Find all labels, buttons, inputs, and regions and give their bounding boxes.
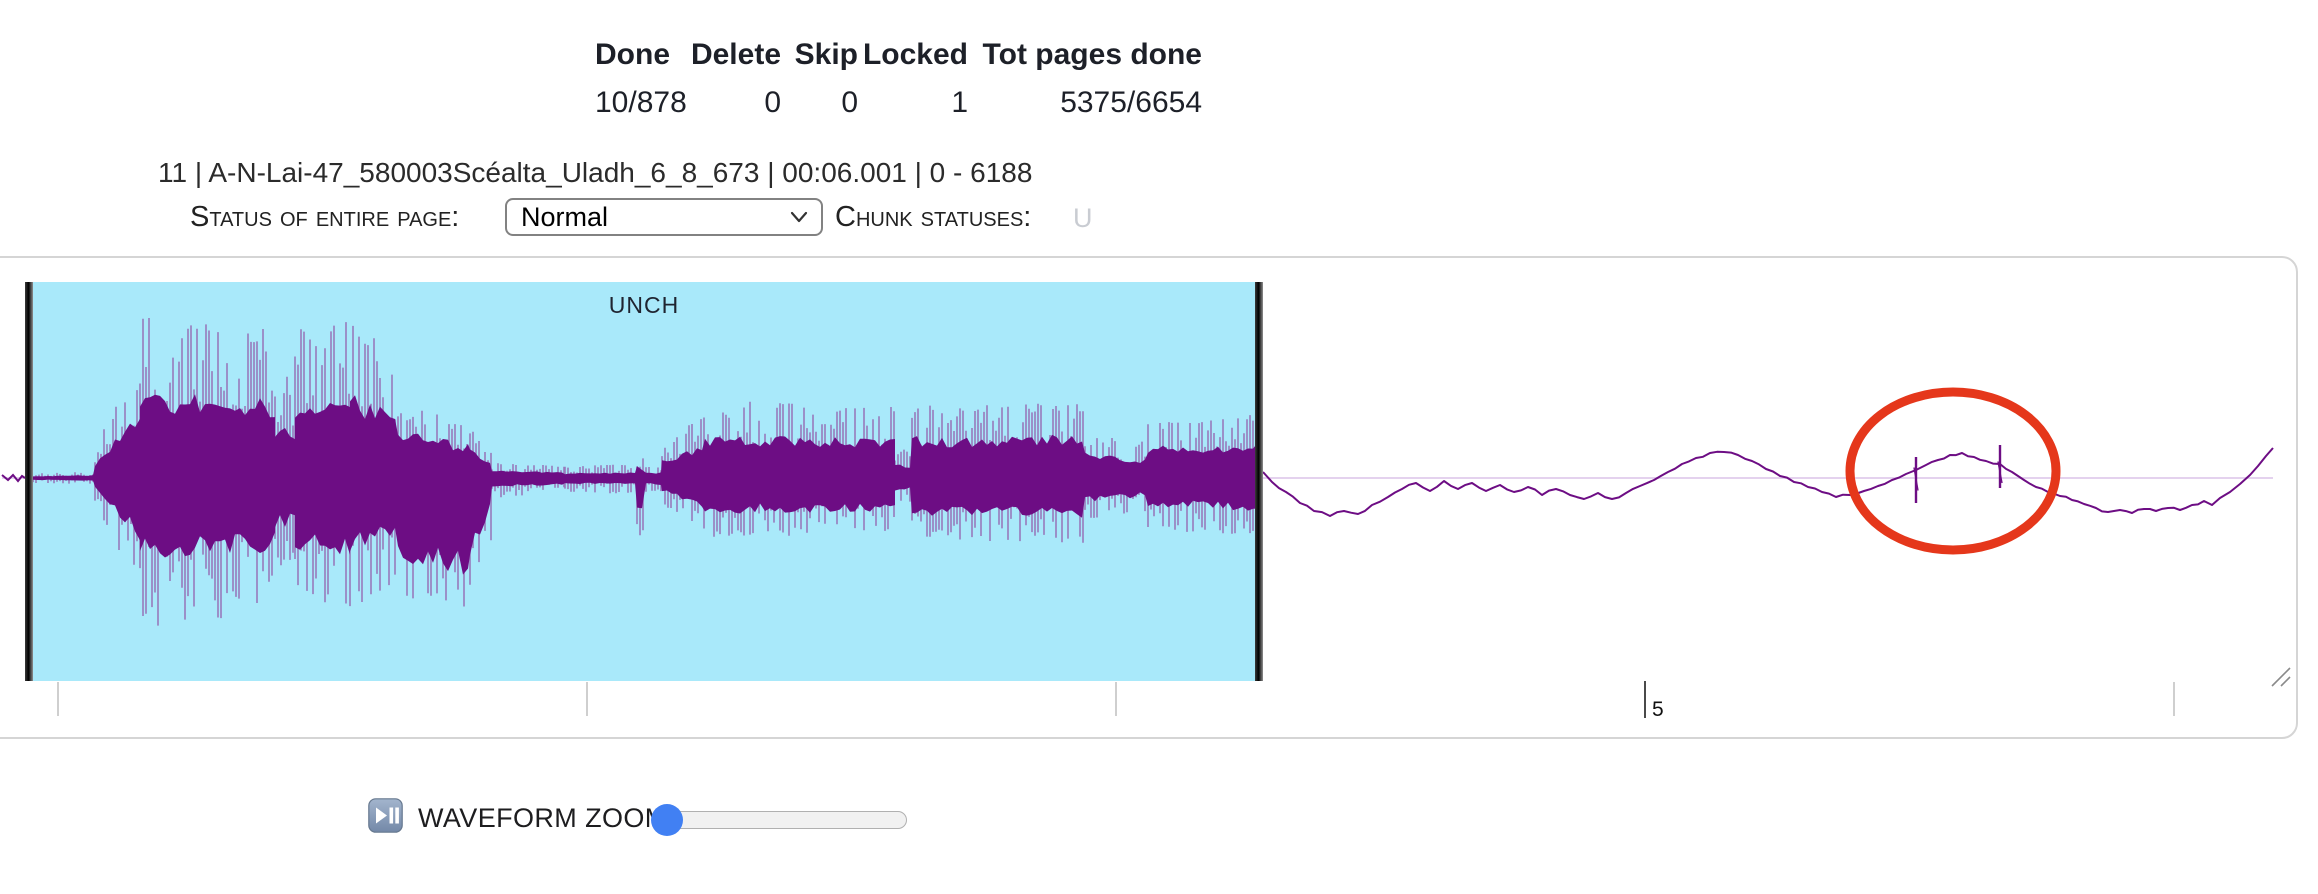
region-end-handle[interactable]	[1255, 282, 1263, 681]
chunk-status-value: U	[1073, 203, 1093, 233]
controls-bar: WAVEFORM ZOOM	[0, 790, 2318, 850]
stats-header-done: Done	[595, 38, 670, 71]
stats-header-skip: Skip	[794, 38, 858, 71]
stats-table: Done Delete Skip Locked Tot pages done 1…	[595, 38, 1202, 120]
stats-value-delete: 0	[764, 86, 781, 119]
waveform-region-unch[interactable]	[25, 282, 1263, 681]
stats-value-total: 5375/6654	[1060, 86, 1202, 119]
page-status-selected-value: Normal	[521, 201, 609, 232]
waveform-zoom-slider-track[interactable]	[652, 811, 907, 829]
stats-header-locked: Locked	[862, 38, 968, 71]
stats-header-delete: Delete	[690, 38, 781, 71]
stats-value-done: 10/878	[595, 86, 687, 119]
waveform-zoom-slider-thumb[interactable]	[651, 804, 683, 836]
page-status-select[interactable]: Normal	[505, 198, 823, 236]
stats-header-total: Tot pages done	[982, 38, 1202, 71]
waveform-zoom-label: WAVEFORM ZOOM	[418, 803, 668, 833]
region-label: UNCH	[608, 292, 680, 318]
timeline-tick-label: 5	[1652, 698, 1664, 721]
play-pause-icon[interactable]	[368, 798, 403, 833]
stats-value-skip: 0	[841, 86, 858, 119]
stats-value-locked: 1	[951, 86, 968, 119]
chevron-down-icon	[790, 211, 808, 223]
file-info: 11 | A-N-Lai-47_580003Scéalta_Uladh_6_8_…	[158, 157, 1033, 188]
chunk-statuses-label: Chunk statuses:	[835, 201, 1032, 233]
status-row: Status of entire page: Normal Chunk stat…	[0, 198, 2318, 240]
page-status-label: Status of entire page:	[190, 201, 460, 233]
region-start-handle[interactable]	[25, 282, 33, 681]
